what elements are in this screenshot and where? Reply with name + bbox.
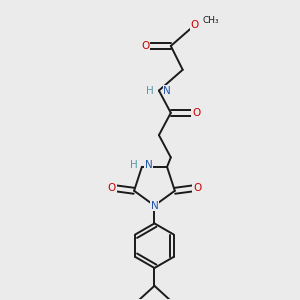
Text: H: H <box>146 85 154 96</box>
Text: O: O <box>190 20 199 30</box>
Text: CH₃: CH₃ <box>202 16 219 25</box>
Text: N: N <box>164 85 171 96</box>
Text: O: O <box>108 183 116 193</box>
Text: N: N <box>151 201 158 211</box>
Text: O: O <box>192 108 200 118</box>
Text: N: N <box>145 160 153 170</box>
Text: O: O <box>193 183 201 193</box>
Text: H: H <box>130 160 137 170</box>
Text: O: O <box>141 41 150 51</box>
